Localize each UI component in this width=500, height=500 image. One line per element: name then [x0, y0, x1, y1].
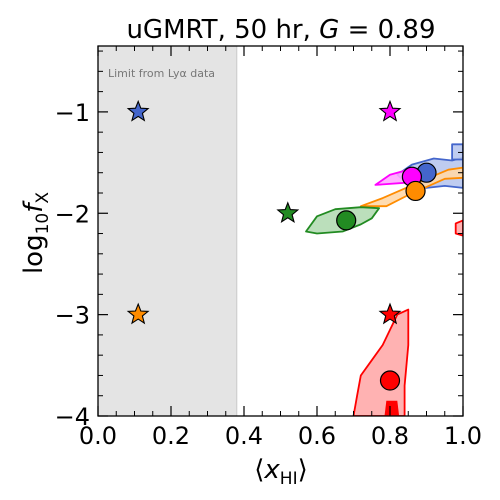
y-tick-label: −4	[55, 403, 90, 431]
excluded-region-label: Limit from Lyα data	[108, 67, 215, 80]
posterior-contour	[352, 308, 410, 416]
posterior-core	[384, 400, 400, 416]
chart-title: uGMRT, 50 hr, G = 0.89	[126, 15, 435, 45]
y-axis-label: log10fX	[19, 192, 53, 274]
x-tick-label: 0.4	[225, 422, 263, 450]
x-axis-label: ⟨xHI⟩	[254, 455, 308, 489]
recovered-point	[379, 370, 401, 391]
plot-clip-group: Limit from Lyα data	[98, 46, 463, 416]
truth-star	[276, 201, 300, 224]
truth-star	[126, 302, 150, 325]
x-tick-label: 1.0	[444, 422, 482, 450]
x-tick-label: 0.2	[152, 422, 190, 450]
truth-star	[378, 302, 402, 325]
recovered-point	[336, 210, 357, 231]
recovered-point	[405, 180, 426, 202]
x-tick-label: 0.0	[79, 422, 117, 450]
y-tick-label: −1	[55, 99, 90, 127]
truth-star	[378, 99, 402, 122]
y-tick-label: −3	[55, 302, 90, 330]
x-tick-label: 0.6	[298, 422, 336, 450]
posterior-contour	[454, 219, 463, 237]
excluded-region	[98, 46, 237, 416]
truth-star	[126, 99, 150, 122]
x-tick-label: 0.8	[371, 422, 409, 450]
posterior-contour	[451, 143, 463, 161]
y-tick-label: −2	[55, 200, 90, 228]
plot-area: Limit from Lyα data 0.0 0.2 0.4 0.6 0.8 1.0 −1 −…	[55, 45, 482, 450]
